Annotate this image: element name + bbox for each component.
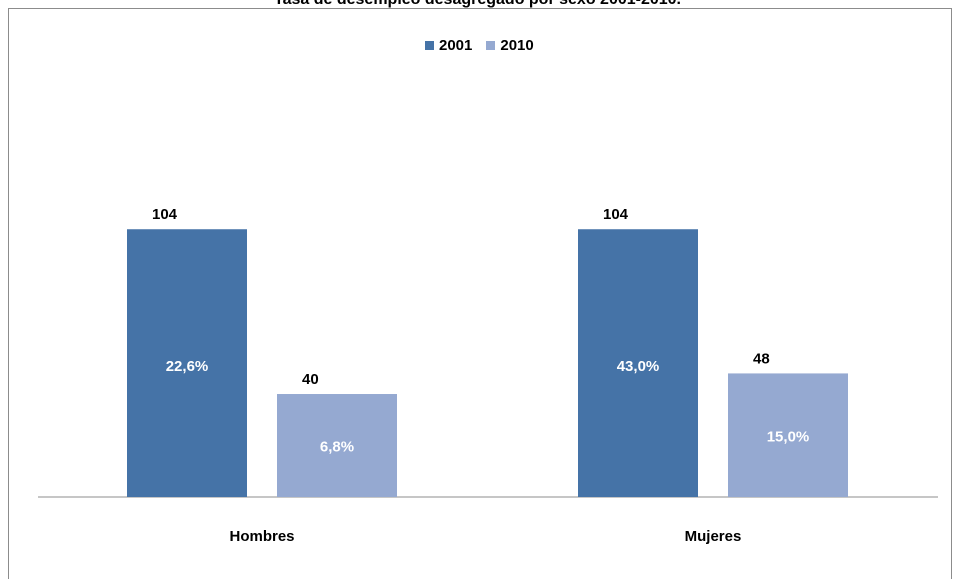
inner-label-mujeres-2001: 43,0%: [617, 358, 660, 375]
bar-hombres-2010: [277, 394, 397, 497]
legend-swatch-2001: [425, 41, 434, 50]
data-label-hombres-2001: 104: [152, 206, 178, 223]
legend-label-2001: 2001: [439, 37, 473, 54]
legend-label-2010: 2010: [500, 37, 534, 54]
legend-item-2010: 2010: [486, 37, 534, 54]
legend: 2001 2010: [425, 37, 548, 54]
category-label-mujeres: Mujeres: [685, 528, 742, 545]
data-label-mujeres-2001: 104: [603, 206, 629, 223]
inner-label-mujeres-2010: 15,0%: [767, 428, 810, 445]
chart-title: Tasa de desempleo desagregado por sexo 2…: [0, 0, 955, 9]
data-label-mujeres-2010: 48: [753, 350, 770, 367]
inner-label-hombres-2001: 22,6%: [166, 358, 209, 375]
legend-item-2001: 2001: [425, 37, 472, 54]
data-label-hombres-2010: 40: [302, 371, 319, 388]
bar-mujeres-2010: [728, 373, 848, 497]
category-label-hombres: Hombres: [229, 528, 294, 545]
bar-mujeres-2001: [578, 229, 698, 497]
inner-label-hombres-2010: 6,8%: [320, 439, 354, 456]
bar-hombres-2001: [127, 229, 247, 497]
legend-swatch-2010: [486, 41, 496, 50]
